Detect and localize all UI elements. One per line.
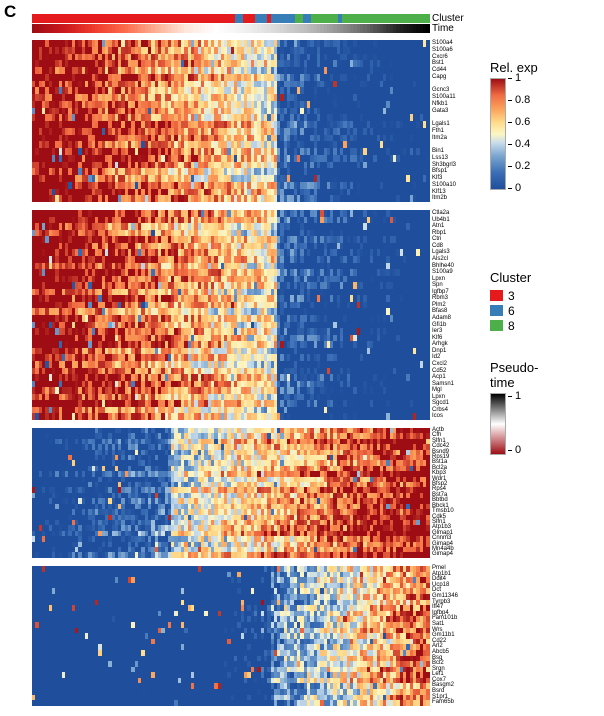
gene-label: Gcnc3: [432, 87, 456, 94]
cluster-annotation-bar: [32, 14, 430, 23]
gene-label: Cd44: [432, 67, 456, 74]
pseudotime-tick: 0: [508, 444, 521, 456]
gene-label: [432, 114, 456, 121]
cluster-bar-segment: [243, 14, 255, 23]
gene-label: S100a4: [432, 40, 456, 47]
time-bar-label: Time: [432, 23, 454, 34]
cluster-bar-segment: [32, 14, 235, 23]
cluster-legend: Cluster 368: [490, 270, 531, 333]
gene-label: Cxcr6: [432, 54, 456, 61]
cluster-legend-entry: 3: [490, 288, 531, 303]
gene-label: S100a6: [432, 47, 456, 54]
gene-label: Itm2a: [432, 135, 456, 142]
gene-label: Lgals1: [432, 121, 456, 128]
cluster-bar-segment: [303, 14, 311, 23]
colorbar-tick: 0.8: [508, 94, 530, 106]
pseudotime-legend: Pseudo-time 1 0: [490, 360, 538, 455]
gene-label: S100a9: [432, 269, 454, 276]
cluster-bar-segment: [311, 14, 339, 23]
gene-label: Adam8: [432, 315, 454, 322]
gene-label: Sh3bgrl3: [432, 162, 456, 169]
gene-label: Bfsp1: [432, 168, 456, 175]
cluster-swatch: [490, 305, 503, 316]
gene-labels-panel-1: S100a4S100a6Cxcr6Bst1Cd44CapgGcnc3S100a1…: [432, 40, 456, 202]
gene-label: Lss13: [432, 155, 456, 162]
colorbar-tick: 0.4: [508, 138, 530, 150]
expression-colorbar: [490, 78, 506, 190]
cluster-swatch: [490, 290, 503, 301]
gene-labels-panel-4: PmelAtp1b1Ddit4Ucp18DctGm11346Tyrpb3Ifi4…: [432, 566, 458, 706]
gene-label: Fth1: [432, 128, 456, 135]
gene-label: S100a11: [432, 94, 456, 101]
gene-label: Bin1: [432, 148, 456, 155]
cluster-bar-segment: [342, 14, 430, 23]
gene-labels-panel-2: Ctla2aUb4b1Atn1Rbp1CtnCd8Lgals3Als2clBhl…: [432, 210, 454, 420]
gene-label: [432, 81, 456, 88]
cluster-bar-segment: [295, 14, 303, 23]
gene-label: [432, 141, 456, 148]
cluster-legend-entry: 8: [490, 318, 531, 333]
colorbar-tick: 0: [508, 182, 521, 194]
gene-label: Itm2b: [432, 195, 456, 202]
cluster-legend-label: 6: [508, 304, 515, 318]
heatmap-panel-3: [32, 428, 430, 558]
panel-label: C: [4, 2, 16, 22]
cluster-bar-segment: [271, 14, 295, 23]
cluster-legend-entry: 6: [490, 303, 531, 318]
heatmap-panel-4: [32, 566, 430, 706]
cluster-bar-segment: [235, 14, 243, 23]
gene-label: Klf13: [432, 189, 456, 196]
pseudotime-legend-title: Pseudo-time: [490, 360, 538, 390]
cluster-bar-segment: [255, 14, 267, 23]
gene-label: Fam65b: [432, 700, 458, 706]
colorbar-tick: 1: [508, 72, 521, 84]
cluster-legend-label: 3: [508, 289, 515, 303]
gene-label: Gimap4: [432, 552, 454, 557]
gene-label: Nfkb1: [432, 101, 456, 108]
pseudotime-colorbar: [490, 393, 506, 455]
colorbar-tick: 0.2: [508, 160, 530, 172]
gene-label: Icos: [432, 413, 454, 420]
cluster-legend-title: Cluster: [490, 270, 531, 285]
colorbar-tick: 0.6: [508, 116, 530, 128]
gene-label: Capg: [432, 74, 456, 81]
cluster-legend-label: 8: [508, 319, 515, 333]
heatmap-panel-1: [32, 40, 430, 202]
cluster-swatch: [490, 320, 503, 331]
expression-legend: Rel. exp 10.80.60.40.20: [490, 60, 538, 190]
gene-label: Gata3: [432, 108, 456, 115]
pseudotime-tick: 1: [508, 390, 521, 402]
time-annotation-bar: [32, 24, 430, 33]
gene-label: S100a10: [432, 182, 456, 189]
gene-label: Klf3: [432, 175, 456, 182]
gene-labels-panel-3: ActbCfhSlfn1Cdc42Bsnd9Rps19Bst1aBcl2aKbp…: [432, 428, 454, 558]
heatmap-panel-2: [32, 210, 430, 420]
gene-label: Bst1: [432, 60, 456, 67]
